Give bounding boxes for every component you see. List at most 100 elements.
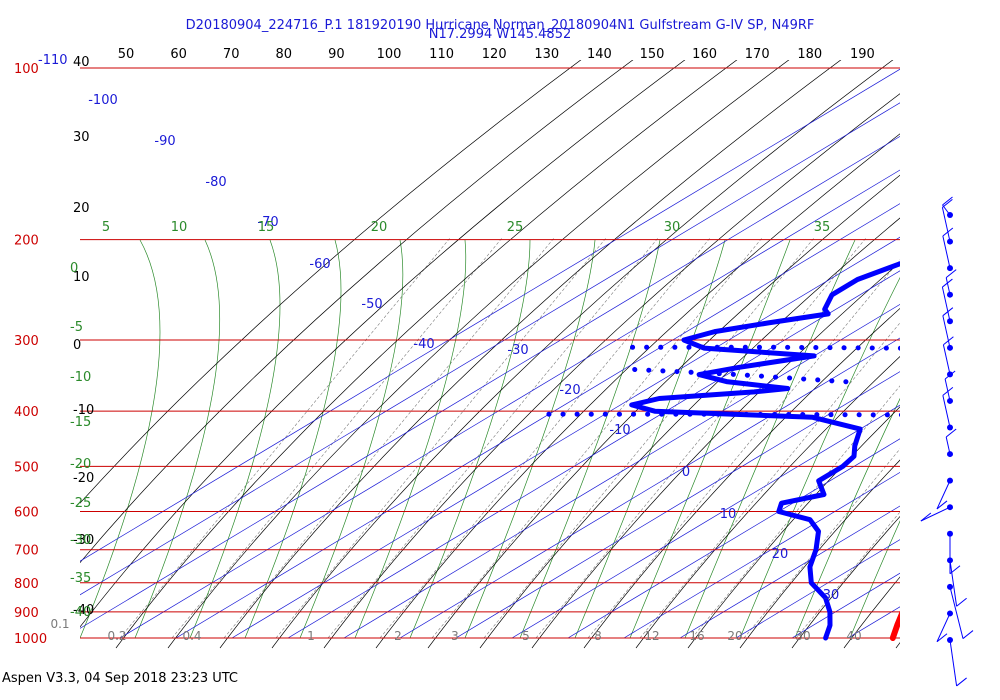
temperature-tick-label: 30	[73, 130, 90, 145]
isotherm-line	[455, 371, 900, 639]
mixing-ratio-label: 3	[451, 629, 459, 643]
mixing-ratio-line	[639, 322, 900, 639]
dry-adiabat-line	[80, 60, 582, 504]
wind-barb	[942, 386, 954, 431]
chart-subtitle: N17.2994 W145.4852	[429, 27, 572, 42]
mixing-ratio-label: 0.1	[50, 617, 69, 631]
wind-barb	[936, 477, 953, 510]
mixing-ratio-line	[275, 237, 607, 639]
sounding-profiles	[546, 261, 900, 641]
dry-adiabat-line	[531, 261, 900, 649]
isotherm-tick-label: 20	[772, 547, 789, 562]
dry-adiabat-line	[167, 60, 790, 649]
dry-adiabat-line	[375, 133, 900, 649]
isotherm-line	[679, 505, 900, 639]
pressure-tick-label: 300	[14, 334, 39, 349]
moist-adiabat-label: -5	[70, 320, 83, 335]
wind-barb	[945, 269, 957, 298]
dry-adiabat-line	[219, 60, 842, 649]
moist-adiabat-label: -20	[70, 457, 91, 472]
pressure-tick-label: 500	[14, 460, 39, 475]
theta-tick-label: 90	[328, 47, 345, 62]
moist-adiabat-label: 15	[258, 220, 275, 235]
pressure-tick-label: 1000	[14, 632, 47, 647]
moist-adiabat-line	[739, 277, 900, 639]
temperature-tick-label: 40	[73, 55, 90, 70]
mixing-ratio-label: 40	[846, 629, 861, 643]
mixing-ratio-line	[795, 511, 900, 639]
chart-title: D20180904_224716_P.1 181920190 Hurricane…	[186, 18, 815, 33]
dry-adiabat-line	[271, 60, 894, 649]
moist-adiabat-line	[519, 239, 661, 639]
isotherm-line	[80, 68, 900, 562]
isotherm-tick-label: 30	[823, 588, 840, 603]
mixing-ratio-line	[483, 237, 815, 639]
pressure-tick-label: 600	[14, 506, 39, 521]
moist-adiabat-line	[80, 239, 161, 639]
mixing-ratio-label: 30	[795, 629, 810, 643]
dewpoint-profile-line	[629, 261, 900, 641]
isotherm-line	[80, 135, 900, 629]
moist-adiabat-label: -15	[70, 415, 91, 430]
temperature-tick-label: -40	[73, 603, 94, 618]
moist-adiabat-line	[354, 239, 467, 639]
moist-adiabat-label: -40	[70, 605, 91, 620]
theta-tick-label: 110	[429, 47, 454, 62]
dewpoint-dotted-segment	[632, 367, 857, 385]
dry-adiabat-line	[80, 60, 634, 564]
moist-adiabat-line	[574, 239, 726, 639]
moist-adiabat-line	[794, 397, 900, 639]
dry-adiabat-line	[323, 93, 900, 649]
isotherm-tick-label: -60	[309, 257, 330, 272]
dry-adiabat-line	[635, 356, 900, 649]
theta-tick-label: 150	[640, 47, 665, 62]
moist-adiabat-label: -35	[70, 571, 91, 586]
wind-barb	[947, 583, 974, 639]
wind-barb	[942, 307, 954, 351]
theta-tick-label: 50	[118, 47, 135, 62]
moist-adiabat-label: 30	[664, 220, 681, 235]
wind-barb	[947, 557, 967, 607]
temperature-tick-label: 10	[73, 270, 90, 285]
isotherm-tick-label: -50	[361, 297, 382, 312]
isobar-lines	[80, 67, 900, 639]
mixing-ratio-line	[327, 237, 659, 639]
background-grid	[80, 60, 900, 649]
isotherm-line	[735, 539, 900, 639]
mixing-ratio-label: 5	[522, 629, 530, 643]
theta-tick-label: 190	[850, 47, 875, 62]
mixing-ratio-line	[379, 237, 711, 639]
mixing-ratio-label: 20	[727, 629, 742, 643]
temperature-tick-label: -10	[73, 403, 94, 418]
theta-tick-label: 160	[692, 47, 717, 62]
moist-adiabat-label: 35	[814, 220, 831, 235]
moist-adiabat-label: -10	[70, 370, 91, 385]
isotherm-line	[231, 236, 900, 639]
pressure-tick-label: 800	[14, 577, 39, 592]
dry-adiabat-line	[791, 516, 900, 649]
mixing-ratio-label: 2	[394, 629, 402, 643]
temperature-tick-label: 20	[73, 201, 90, 216]
mixing-ratio-line	[743, 448, 900, 639]
isotherm-line	[175, 203, 900, 639]
isotherm-tick-label: -40	[413, 337, 434, 352]
footer-text: Aspen V3.3, 04 Sep 2018 23:23 UTC	[2, 671, 238, 686]
isotherm-tick-label: 10	[720, 507, 737, 522]
theta-tick-label: 140	[587, 47, 612, 62]
pressure-tick-label: 900	[14, 606, 39, 621]
moist-adiabat-label: 20	[371, 220, 388, 235]
theta-tick-label: 120	[482, 47, 507, 62]
isotherm-line	[119, 169, 900, 639]
theta-tick-label: 60	[170, 47, 187, 62]
moist-adiabat-line	[849, 520, 900, 639]
theta-tick-label: 170	[745, 47, 770, 62]
isotherm-tick-label: -20	[559, 383, 580, 398]
isotherm-line	[399, 337, 900, 639]
isotherm-tick-label: -30	[507, 343, 528, 358]
isotherm-line	[623, 471, 900, 639]
mixing-ratio-label: 12	[644, 629, 659, 643]
moist-adiabat-line	[134, 239, 221, 639]
